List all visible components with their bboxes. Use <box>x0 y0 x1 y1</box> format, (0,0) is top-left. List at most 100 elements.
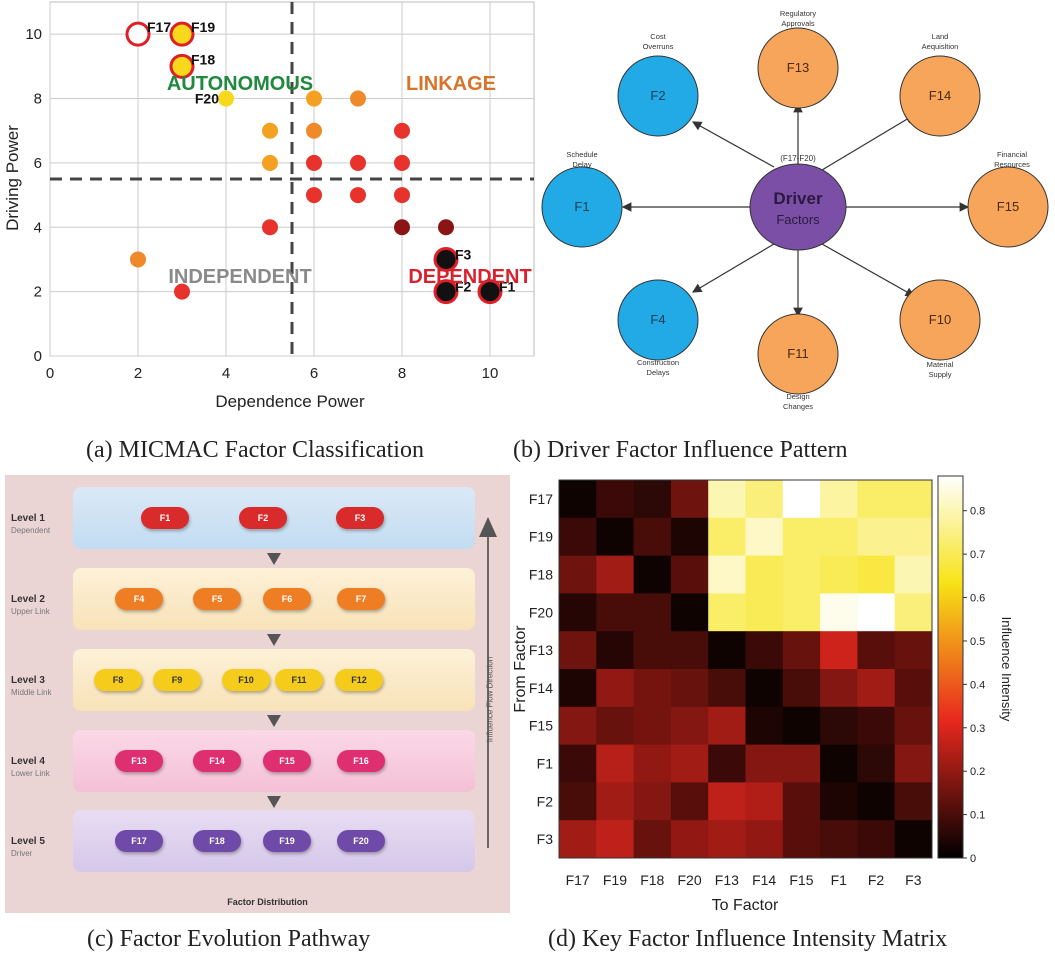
heatmap-cell <box>633 555 672 594</box>
node-f1-label: Schedule Delay <box>566 150 597 169</box>
heatmap-cell <box>596 820 635 859</box>
heatmap-cell <box>894 820 933 859</box>
level-name: Level 5 <box>11 836 45 847</box>
heatmap-cell <box>559 517 597 557</box>
data-point <box>218 90 234 107</box>
heatmap-cell <box>745 480 784 519</box>
heatmap-cell <box>745 555 784 594</box>
data-point <box>433 279 459 305</box>
heatmap-cell <box>670 744 709 783</box>
heatmap-cell <box>633 669 672 708</box>
heatmap-cell <box>745 820 784 859</box>
heatmap-cell <box>782 480 821 519</box>
factor-evolution-pathway: Level 1 Dependent F1 F2 F3 Level 2 Upper Link F… <box>5 475 510 913</box>
node-f15-label: Financial Resources <box>994 150 1030 169</box>
arrow-to-f2 <box>691 121 775 168</box>
heatmap-cell <box>820 669 858 708</box>
heatmap-cell <box>745 706 784 746</box>
level-subtitle: Upper Link <box>11 607 50 616</box>
heatmap-cell <box>782 593 821 632</box>
factor-pill-f8: F8 <box>94 669 142 691</box>
heatmap-cell <box>782 517 821 557</box>
axis-ticks: 0 2 4 6 8 10 0 2 4 6 8 10 <box>25 26 498 382</box>
data-point <box>262 122 278 139</box>
y-axis-label: Driving Power <box>3 125 22 231</box>
factor-pill-f6: F6 <box>263 588 311 610</box>
level-subtitle: Dependent <box>11 526 51 535</box>
node-f13 <box>757 27 839 109</box>
heatmap-cell <box>857 669 896 708</box>
data-point <box>306 154 322 171</box>
level-down-arrow <box>267 634 281 646</box>
column-label: F2 <box>868 872 885 888</box>
heatmap-cell <box>596 517 635 557</box>
heatmap-cell <box>782 555 821 594</box>
y-tick-label: 2 <box>34 284 42 301</box>
y-axis-label: From Factor <box>512 625 529 713</box>
heatmap-cell <box>708 555 746 594</box>
x-tick-label: 2 <box>134 365 142 382</box>
data-point <box>394 122 410 139</box>
heatmap-cell <box>894 480 933 519</box>
heatmap-cell <box>820 593 858 632</box>
node-f15-id: F15 <box>997 199 1019 214</box>
row-label: F13 <box>529 642 553 658</box>
heatmap-cell <box>596 669 635 708</box>
heatmap-cell <box>857 480 896 519</box>
colorbar-tick-label: 0 <box>970 853 976 865</box>
x-tick-label: 10 <box>482 365 499 382</box>
driver-center-node <box>749 163 847 251</box>
heatmap-cell <box>857 782 896 821</box>
node-f2 <box>617 55 699 137</box>
arrow-to-f10 <box>821 243 916 297</box>
data-point <box>262 154 278 171</box>
heatmap-cell <box>708 480 746 519</box>
heatmap-cells <box>559 480 933 859</box>
data-point <box>350 187 366 204</box>
threshold-lines <box>50 2 534 356</box>
y-tick-label: 4 <box>34 219 42 236</box>
caption-d: (d) Key Factor Influence Intensity Matri… <box>548 926 948 952</box>
node-f14 <box>899 55 981 137</box>
factor-pill-f12: F12 <box>335 669 383 691</box>
influence-arrows <box>621 102 970 318</box>
node-f11-id: F11 <box>787 346 808 361</box>
heatmap-cell <box>670 517 709 557</box>
heatmap-cell <box>857 593 896 632</box>
arrow-to-f14 <box>821 114 916 171</box>
column-label: F15 <box>789 872 813 888</box>
level-name: Level 1 <box>11 513 45 524</box>
point-label: F17 <box>147 19 171 35</box>
y-tick-label: 8 <box>34 91 42 108</box>
y-tick-label: 0 <box>34 348 42 365</box>
data-points: F17 F19 F18 F20 F3 F2 F1 <box>125 19 516 305</box>
heatmap-cell <box>633 631 672 670</box>
point-label: F3 <box>455 246 472 262</box>
heatmap-cell <box>708 631 746 670</box>
heatmap-cell <box>633 480 672 519</box>
heatmap-cell <box>745 517 784 557</box>
driver-center-note: (F17-F20) <box>780 154 816 163</box>
point-label: F1 <box>499 279 516 295</box>
heatmap-cell <box>633 820 672 859</box>
level-down-arrow <box>267 715 281 727</box>
heatmap-cell <box>559 706 597 746</box>
data-point <box>169 21 195 47</box>
heatmap-cell <box>708 782 746 821</box>
colorbar-tick-label: 0.5 <box>970 636 985 648</box>
node-f2-id: F2 <box>650 88 665 103</box>
heatmap-cell <box>894 706 933 746</box>
row-label: F18 <box>529 567 553 583</box>
node-f13-label: Regulatory Approvals <box>780 9 817 28</box>
data-point <box>174 283 190 300</box>
quadrant-linkage: LINKAGE <box>406 73 496 95</box>
column-labels: F17 F19 F18 F20 F13 F14 F15 F1 F2 F3 <box>566 872 922 888</box>
heatmap-cell <box>559 744 597 783</box>
node-f10-label: Material Supply <box>927 360 954 379</box>
data-point <box>306 122 322 139</box>
colorbar-tick-label: 0.8 <box>970 506 985 518</box>
factor-pill-f20: F20 <box>337 830 385 852</box>
node-f1 <box>541 166 623 248</box>
level-name: Level 4 <box>11 756 45 767</box>
heatmap-cell <box>708 517 746 557</box>
